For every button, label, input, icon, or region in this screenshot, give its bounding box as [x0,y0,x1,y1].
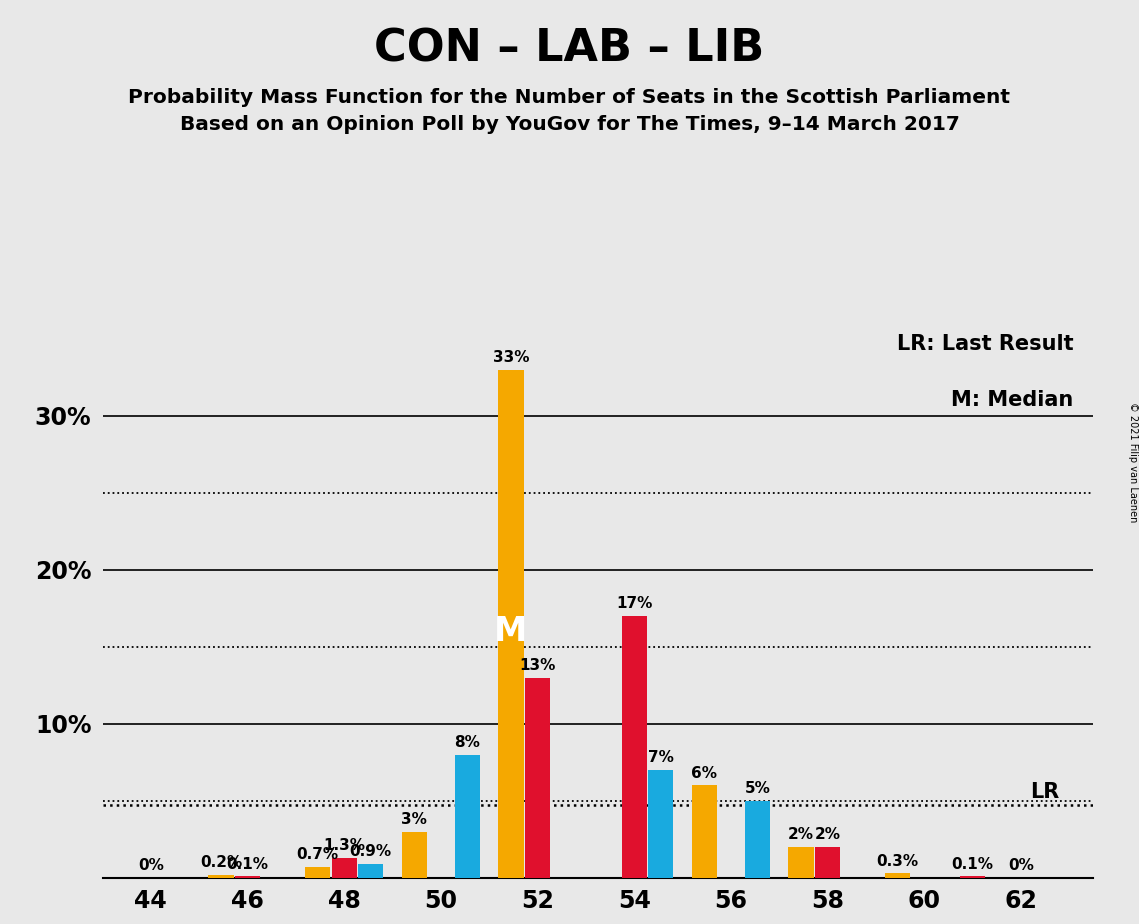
Bar [208,875,233,878]
Text: CON – LAB – LIB: CON – LAB – LIB [375,28,764,71]
Text: 7%: 7% [648,750,674,765]
Text: Based on an Opinion Poll by YouGov for The Times, 9–14 March 2017: Based on an Opinion Poll by YouGov for T… [180,116,959,135]
Text: M: M [494,614,527,648]
Text: LR: LR [1031,783,1059,802]
Text: 17%: 17% [616,596,653,612]
Text: 13%: 13% [519,658,556,673]
Bar [499,370,524,878]
Text: 0.2%: 0.2% [199,855,243,870]
Text: © 2021 Filip van Laenen: © 2021 Filip van Laenen [1129,402,1138,522]
Bar [648,770,673,878]
Text: 0.3%: 0.3% [877,854,919,869]
Bar [622,616,647,878]
Text: 0.1%: 0.1% [227,857,269,871]
Bar [525,677,550,878]
Text: 0.7%: 0.7% [296,847,338,862]
Bar [814,847,841,878]
Bar [305,867,330,878]
Bar [885,873,910,878]
Text: 0.9%: 0.9% [350,845,392,859]
Bar [454,755,481,878]
Bar [235,876,260,878]
Text: 0.1%: 0.1% [951,857,993,871]
Text: Probability Mass Function for the Number of Seats in the Scottish Parliament: Probability Mass Function for the Number… [129,88,1010,107]
Text: 2%: 2% [814,827,841,843]
Text: 8%: 8% [454,735,481,750]
Bar [960,876,985,878]
Bar [358,864,384,878]
Text: 1.3%: 1.3% [323,838,366,853]
Text: 33%: 33% [493,350,530,365]
Bar [788,847,813,878]
Bar [402,832,427,878]
Text: LR: Last Result: LR: Last Result [898,334,1074,355]
Text: M: Median: M: Median [951,390,1074,410]
Text: 2%: 2% [788,827,814,843]
Bar [691,785,716,878]
Text: 5%: 5% [745,781,770,796]
Text: 6%: 6% [691,766,718,781]
Bar [331,857,357,878]
Bar [745,801,770,878]
Text: 0%: 0% [138,858,164,873]
Text: 3%: 3% [401,812,427,827]
Text: 0%: 0% [1008,858,1034,873]
